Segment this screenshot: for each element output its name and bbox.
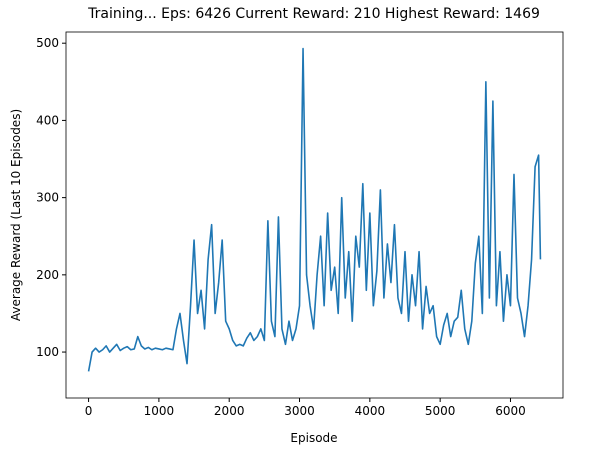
x-tick-label: 1000 bbox=[144, 404, 175, 418]
x-tick-label: 4000 bbox=[355, 404, 386, 418]
x-tick-label: 6000 bbox=[495, 404, 526, 418]
x-tick-label: 3000 bbox=[284, 404, 315, 418]
y-tick-label: 300 bbox=[36, 191, 59, 205]
x-axis-label: Episode bbox=[290, 431, 337, 445]
plot-frame bbox=[65, 31, 564, 399]
y-tick-label: 100 bbox=[36, 345, 59, 359]
y-axis-label: Average Reward (Last 10 Episodes) bbox=[9, 109, 23, 321]
line-series bbox=[87, 47, 542, 372]
chart-title: Training... Eps: 6426 Current Reward: 21… bbox=[87, 6, 540, 22]
x-tick-label: 5000 bbox=[425, 404, 456, 418]
x-tick-label: 2000 bbox=[214, 404, 245, 418]
x-tick-label: 0 bbox=[85, 404, 93, 418]
y-tick-label: 500 bbox=[36, 36, 59, 50]
y-tick-label: 200 bbox=[36, 268, 59, 282]
y-tick-label: 400 bbox=[36, 113, 59, 127]
